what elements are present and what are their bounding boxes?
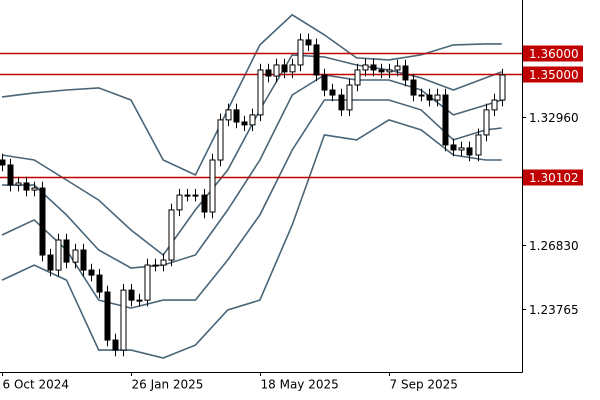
level-label-box <box>523 66 583 83</box>
candle-body <box>39 187 46 256</box>
candle-body <box>55 239 62 271</box>
candle-body <box>329 89 336 96</box>
y-tick-label: 1.26830 <box>529 239 579 253</box>
candle-body <box>442 94 449 146</box>
candle-body <box>23 182 30 191</box>
candle-body <box>80 249 87 271</box>
band-line <box>1 13 502 177</box>
candle-body <box>370 64 377 71</box>
candle-body <box>184 194 191 197</box>
candle-body <box>450 144 457 151</box>
level-label-box <box>523 45 583 62</box>
candle-body <box>112 339 119 351</box>
candle-body <box>289 64 296 73</box>
y-tick-label: 1.23765 <box>529 303 579 317</box>
candle-body <box>7 164 14 186</box>
candle-body <box>96 274 103 293</box>
candle-body <box>402 65 409 81</box>
candle-body <box>305 39 312 46</box>
candle-body <box>136 299 143 302</box>
y-tick-label: 1.32960 <box>529 111 579 125</box>
candle-body <box>176 194 183 211</box>
candle-body <box>354 69 361 86</box>
candle-body <box>386 69 393 73</box>
x-tick-label: 6 Oct 2024 <box>3 378 70 392</box>
candle-body <box>168 209 175 261</box>
candle-body <box>104 291 111 341</box>
candle-body <box>15 182 22 186</box>
candle-body <box>394 65 401 71</box>
candle-body <box>273 64 280 77</box>
candle-body <box>225 109 232 121</box>
x-tick-label: 26 Jan 2025 <box>132 378 204 392</box>
candle-body <box>31 187 38 191</box>
candle-body <box>72 249 79 263</box>
axis-layer: 1.36000 1.35000 1.30102 1.32960 1.26830 1.237… <box>2 45 583 392</box>
candle-body <box>434 94 441 101</box>
candle-body <box>265 69 272 77</box>
x-tick-label: 18 May 2025 <box>261 378 339 392</box>
candle-body <box>209 159 216 213</box>
candle-body <box>249 114 256 126</box>
candle-body <box>47 254 54 271</box>
candle-body <box>321 74 328 91</box>
candle-body <box>160 259 167 266</box>
candle-body <box>362 64 369 71</box>
candle-body <box>120 289 127 351</box>
candle-body <box>491 99 498 111</box>
candle-body <box>466 147 473 156</box>
candle-layer <box>0 33 506 357</box>
candle-body <box>499 74 506 101</box>
level-label: 1.30102 <box>529 171 579 185</box>
candle-body <box>418 94 425 97</box>
candle-body <box>313 44 320 76</box>
candle-body <box>257 69 264 116</box>
band-line <box>1 119 502 359</box>
candle-body <box>410 79 417 96</box>
band-line <box>1 99 502 309</box>
candle-body <box>483 109 490 136</box>
candle-body <box>128 289 135 301</box>
level-label: 1.35000 <box>529 68 579 82</box>
candle-body <box>192 194 199 197</box>
candle-body <box>152 264 159 267</box>
candle-body <box>63 239 70 263</box>
candle-body <box>338 94 345 111</box>
candle-body <box>88 269 95 276</box>
candle-body <box>475 134 482 156</box>
candle-body <box>346 84 353 111</box>
candle-body <box>217 119 224 161</box>
candle-body <box>426 94 433 101</box>
candle-body <box>458 147 465 151</box>
x-tick-label: 7 Sep 2025 <box>390 378 458 392</box>
level-label: 1.36000 <box>529 47 579 61</box>
candle-body <box>233 109 240 123</box>
candle-body <box>281 64 288 73</box>
candle-body <box>201 194 208 213</box>
candle-body <box>297 39 304 66</box>
candle-body <box>0 159 6 166</box>
candle-body <box>144 264 151 301</box>
level-label-box <box>523 169 583 186</box>
candle-body <box>241 121 248 126</box>
candle-body <box>378 69 385 73</box>
